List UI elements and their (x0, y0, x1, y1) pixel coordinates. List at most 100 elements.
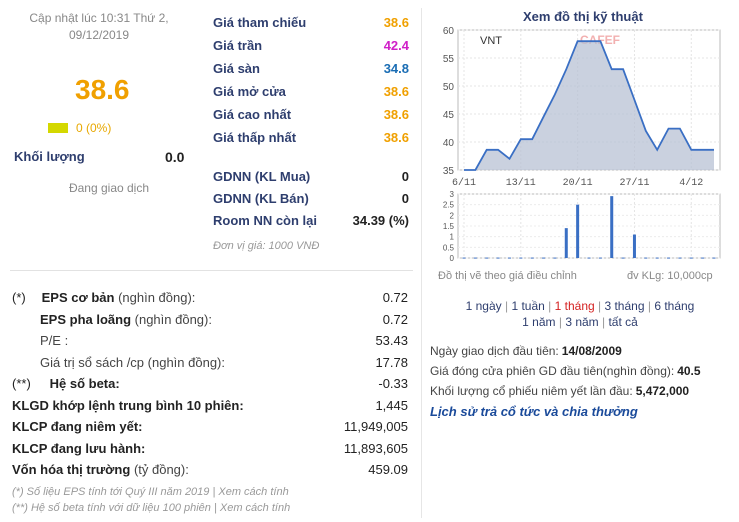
vertical-divider (421, 8, 422, 518)
financial-row-unit: (nghìn đồng): (134, 311, 212, 327)
volume-bar (496, 257, 500, 259)
financial-row-prefix: (**) (12, 376, 31, 392)
financial-row-unit: (nghìn đồng): (118, 290, 196, 306)
financial-row-name: KLCP đang lưu hành: (12, 440, 146, 456)
price-list: Giá tham chiếu 38.6 Giá trần 42.4 Giá sàn … (213, 11, 409, 149)
foreign-row-value: 34.39 (%) (352, 212, 409, 228)
period-option[interactable]: 3 tháng (604, 299, 645, 313)
price-row-value: 38.6 (383, 84, 409, 99)
financial-row-name: EPS cơ bản (41, 290, 115, 306)
financial-row-unit: P/E : (40, 333, 69, 349)
current-price: 38.6 (75, 74, 130, 105)
chart-symbol: VNT (480, 35, 502, 47)
volume-tick-label: 2.5 (443, 201, 455, 210)
foreign-row: GDNN (KL Mua) 0 (213, 165, 409, 187)
financial-row-value: 1,445 (375, 397, 408, 413)
price-row-label: Giá trần (213, 38, 263, 53)
price-area (464, 41, 714, 171)
period-option[interactable]: tất cả (608, 315, 638, 329)
financial-table: (*) EPS cơ bản (nghìn đồng): 0.72 EPS ph… (12, 287, 408, 481)
financial-row: (**) Hệ số beta: -0.33 (12, 373, 408, 395)
listing-row-value: 5,472,000 (635, 384, 690, 398)
listing-row: Ngày giao dịch đầu tiên: 14/08/2009 (430, 341, 730, 361)
trading-status: Đang giao dịch (68, 181, 150, 195)
period-option[interactable]: 1 tháng (554, 299, 595, 313)
volume-bar (542, 257, 546, 259)
chart-note-volume-unit: đv KLg: 10,000cp (627, 270, 713, 282)
period-option[interactable]: 1 năm (522, 315, 556, 329)
financial-row-value: 11,893,605 (343, 440, 408, 456)
dividend-history-link[interactable]: Lịch sử trả cổ tức và chia thưởng (430, 403, 638, 419)
footnote-eps[interactable]: (*) Số liệu EPS tính tới Quý III năm 201… (12, 486, 289, 498)
price-row-label: Giá thấp nhất (213, 130, 297, 145)
financial-row-unit: (tỷ đồng): (133, 462, 189, 478)
price-row-value: 38.6 (383, 130, 409, 145)
financial-row-unit: Giá trị sổ sách /cp (nghìn đồng): (40, 354, 225, 370)
listing-row-label: Ngày giao dịch đầu tiên: (430, 344, 559, 358)
financial-row-value: 459.09 (368, 462, 408, 478)
volume-bar (553, 257, 557, 259)
volume-tick-label: 1 (450, 233, 455, 242)
volume-bar (621, 257, 625, 259)
listing-row-value: 14/08/2009 (561, 344, 622, 358)
financial-row-name: Hệ số beta: (49, 376, 120, 392)
financial-row: KLGD khớp lệnh trung bình 10 phiên: 1,44… (12, 395, 408, 417)
update-time-line1: Cập nhật lúc 10:31 Thứ 2, (29, 11, 169, 25)
volume-plot-frame (457, 193, 721, 259)
price-tick-label: 60 (443, 26, 455, 37)
financial-row: (*) EPS cơ bản (nghìn đồng): 0.72 (12, 287, 408, 309)
volume-tick-label: 3 (450, 190, 455, 199)
price-row: Giá sàn 34.8 (213, 57, 409, 80)
financial-row-value: 0.72 (382, 311, 408, 327)
financial-row-name: KLCP đang niêm yết: (12, 419, 143, 435)
financial-row-value: 11,949,005 (343, 419, 408, 435)
unit-note: Đơn vị giá: 1000 VNĐ (213, 240, 320, 252)
price-row-value: 42.4 (383, 38, 409, 53)
period-row-2: 1 năm | 3 năm | tất cả (522, 315, 638, 329)
financial-row-value: 17.78 (375, 354, 408, 370)
period-option[interactable]: 3 năm (565, 315, 599, 329)
financial-row-value: -0.33 (378, 376, 408, 392)
financial-row-prefix: (*) (12, 290, 26, 306)
price-tick-label: 50 (443, 82, 455, 93)
volume-bar (587, 257, 591, 259)
financial-row-name: Vốn hóa thị trường (12, 462, 131, 478)
price-tick-label: 45 (443, 110, 455, 121)
period-option[interactable]: 6 tháng (654, 299, 695, 313)
foreign-row: GDNN (KL Bán) 0 (213, 187, 409, 209)
volume-value: 0.0 (165, 149, 185, 165)
financial-row: Vốn hóa thị trường (tỷ đồng): 459.09 (12, 459, 408, 481)
period-row-1: 1 ngày | 1 tuần | 1 tháng | 3 tháng | 6 … (465, 299, 695, 313)
volume-bar (632, 234, 636, 258)
price-row: Giá cao nhất 38.6 (213, 103, 409, 126)
price-row-label: Giá mở cửa (213, 84, 286, 99)
listing-row: Khối lượng cổ phiếu niêm yết lần đầu: 5,… (430, 381, 730, 401)
volume-bar (701, 257, 705, 259)
financial-row: KLCP đang niêm yết: 11,949,005 (12, 416, 408, 438)
period-selector: 1 ngày | 1 tuần | 1 tháng | 3 tháng | 6 … (430, 298, 730, 330)
date-tick-label: 13/11 (506, 177, 536, 189)
listing-row-value: 40.5 (677, 364, 701, 378)
volume-bar (667, 257, 671, 259)
listing-row-label: Giá đóng cửa phiên GD đầu tiên(nghìn đồn… (430, 364, 675, 378)
volume-bar (576, 204, 580, 258)
price-row-value: 38.6 (383, 15, 409, 30)
financial-row-value: 53.43 (375, 333, 408, 349)
price-row-value: 38.6 (383, 107, 409, 122)
listing-info: Ngày giao dịch đầu tiên: 14/08/2009 Giá đ… (430, 341, 730, 421)
chart-title[interactable]: Xem đồ thị kỹ thuật (523, 9, 643, 24)
volume-tick-label: 2 (450, 211, 455, 220)
price-change-value: 0 (0%) (76, 121, 112, 135)
price-change: 0 (0%) (48, 121, 111, 135)
financial-row-value: 0.72 (382, 290, 408, 306)
volume-tick-label: 0 (450, 254, 455, 263)
footnote-beta[interactable]: (**) Hệ số beta tính với dữ liệu 100 phi… (12, 502, 291, 514)
change-indicator-icon (48, 123, 68, 133)
price-row-label: Giá tham chiếu (213, 15, 307, 30)
volume-bar (507, 257, 511, 259)
volume-bar (644, 257, 648, 259)
period-option[interactable]: 1 tuần (511, 299, 545, 313)
period-option[interactable]: 1 ngày (465, 299, 502, 313)
price-row-label: Giá cao nhất (213, 107, 292, 122)
